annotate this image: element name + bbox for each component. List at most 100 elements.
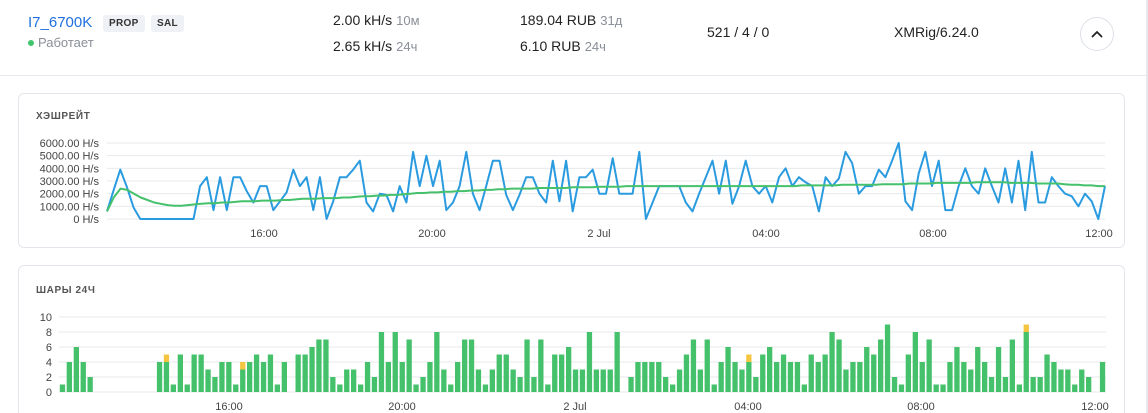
share-bar-valid: [191, 354, 197, 392]
worker-row: I7_6700K PROP SAL Работает 2.00 kH/s 10м …: [0, 0, 1148, 76]
share-bar-valid: [1044, 354, 1050, 392]
share-bar-valid: [427, 362, 433, 392]
share-bar-valid: [753, 377, 759, 392]
share-bar-valid: [878, 339, 884, 392]
share-bar-valid: [725, 347, 731, 392]
share-bar-valid: [864, 347, 870, 392]
share-bar-valid: [219, 362, 225, 392]
worker-name-link[interactable]: I7_6700K: [28, 14, 93, 31]
share-bar-valid: [926, 339, 932, 392]
share-bar-valid: [739, 369, 745, 392]
share-bar-valid: [642, 362, 648, 392]
income-24h-period: 24ч: [584, 39, 606, 54]
share-bar-valid: [1037, 377, 1043, 392]
status-text: Работает: [38, 35, 94, 50]
share-bar-valid: [829, 332, 835, 392]
share-bar-valid: [593, 369, 599, 392]
share-bar-valid: [267, 354, 274, 392]
share-bar-valid: [1099, 362, 1106, 392]
share-bar-valid: [614, 332, 620, 392]
share-bar-valid: [371, 377, 378, 392]
share-bar-valid: [704, 339, 710, 392]
share-bar-valid: [510, 369, 516, 392]
share-bar-valid: [905, 354, 911, 392]
share-bar-valid: [559, 354, 565, 392]
hashrate-10m-period: 10м: [396, 13, 420, 28]
share-bar-valid: [1023, 332, 1029, 392]
share-bar-valid: [503, 354, 509, 392]
hashrate-24h-period: 24ч: [396, 39, 418, 54]
share-bar-valid: [947, 362, 953, 392]
share-bar-valid: [746, 362, 752, 392]
share-bar-valid: [683, 354, 690, 392]
share-bar-valid: [1002, 377, 1009, 392]
share-bar-valid: [836, 339, 842, 392]
share-bar-valid: [1065, 369, 1071, 392]
miner-version: XMRig/6.24.0: [894, 24, 979, 40]
share-bar-valid: [933, 384, 939, 392]
x-tick-label: 12:00: [1085, 228, 1113, 240]
share-bar-valid: [871, 354, 877, 392]
share-bar-valid: [538, 339, 544, 392]
share-bar-valid: [198, 354, 204, 392]
y-tick-label: 1000.00 H/s: [40, 201, 100, 213]
share-bar-valid: [420, 377, 426, 392]
share-bar-valid: [760, 354, 766, 392]
share-bar-valid: [975, 347, 981, 392]
share-bar-valid: [1079, 369, 1085, 392]
share-bar-valid: [552, 354, 558, 392]
share-bar-valid: [309, 347, 315, 392]
share-bar-valid: [413, 384, 419, 392]
share-bar-valid: [649, 362, 655, 392]
share-bar-valid: [441, 369, 447, 392]
share-bar-valid: [961, 362, 967, 392]
share-bar-valid: [316, 339, 322, 392]
share-bar-valid: [767, 347, 773, 392]
share-bar-valid: [843, 369, 849, 392]
hashrate-24h: 2.65 kH/s 24ч: [333, 38, 417, 54]
share-bar-valid: [170, 384, 176, 392]
income-31d-period: 31д: [600, 13, 623, 28]
share-bar-valid: [517, 377, 523, 392]
panel-edge: [1146, 0, 1148, 413]
share-bar-valid: [226, 362, 232, 392]
share-bar-valid: [635, 362, 641, 392]
share-bar-valid: [233, 384, 239, 392]
share-bar-valid: [59, 384, 66, 392]
y-tick-label: 8: [46, 327, 52, 339]
share-bar-stale: [1023, 324, 1029, 332]
share-bar-valid: [496, 354, 502, 392]
share-bar-valid: [850, 362, 856, 392]
share-bar-valid: [73, 347, 79, 392]
share-bar-valid: [448, 384, 454, 392]
share-bar-valid: [690, 339, 697, 392]
y-tick-label: 2000.00 H/s: [40, 189, 100, 201]
share-bar-valid: [607, 369, 613, 392]
share-bar-valid: [968, 369, 974, 392]
x-tick-label: 20:00: [388, 401, 416, 413]
share-bar-valid: [156, 362, 163, 392]
share-bar-valid: [1030, 377, 1036, 392]
hashrate-10m: 2.00 kH/s 10м: [333, 12, 420, 28]
x-tick-label: 12:00: [1081, 401, 1109, 413]
collapse-button[interactable]: [1080, 17, 1114, 51]
share-bar-valid: [260, 362, 267, 392]
share-bar-valid: [344, 369, 350, 392]
x-tick-label: 16:00: [215, 401, 243, 413]
share-bar-valid: [281, 362, 287, 392]
y-tick-label: 4000.00 H/s: [40, 163, 100, 175]
share-bar-valid: [628, 377, 634, 392]
share-bar-valid: [732, 362, 738, 392]
share-bar-valid: [378, 332, 385, 392]
share-bar-valid: [392, 332, 398, 392]
share-bar-valid: [524, 339, 530, 392]
income-24h-value: 6.10 RUB: [520, 38, 581, 54]
share-bar-valid: [1016, 384, 1022, 392]
hashrate-24h-value: 2.65 kH/s: [333, 38, 393, 54]
share-bar-valid: [982, 362, 988, 392]
share-bar-valid: [1058, 369, 1064, 392]
share-bar-valid: [323, 339, 329, 392]
hashrate-series-line: [106, 142, 1106, 220]
share-bar-valid: [545, 384, 551, 392]
share-bar-valid: [462, 339, 468, 392]
